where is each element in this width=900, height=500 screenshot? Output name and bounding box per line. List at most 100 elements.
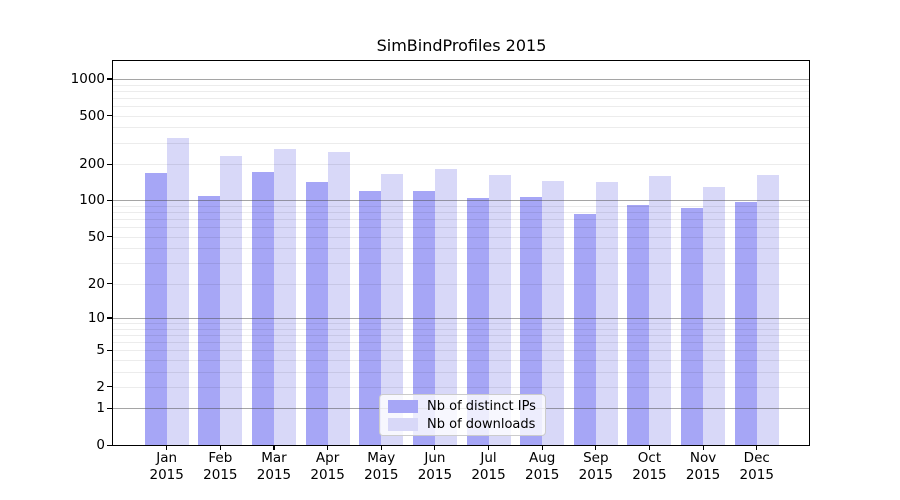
x-tick-label: Dec 2015 — [739, 450, 774, 483]
y-tick-label: 20 — [87, 275, 105, 292]
x-tick-label: May 2015 — [364, 450, 399, 483]
bar-aug-distinct-ips — [520, 197, 543, 445]
bar-oct-distinct-ips — [627, 205, 650, 445]
gridline-minor — [113, 371, 810, 373]
legend-label-distinct-ips: Nb of distinct IPs — [427, 398, 536, 414]
x-tick-label: Sep 2015 — [578, 450, 613, 483]
bar-jan-downloads — [166, 138, 189, 445]
x-tick-label: Jan 2015 — [149, 450, 184, 483]
bar-may-downloads — [381, 173, 404, 445]
y-tick-mark — [107, 349, 113, 351]
y-tick-label: 1000 — [70, 70, 105, 87]
gridline-minor — [113, 142, 810, 144]
x-tick-label: Oct 2015 — [632, 450, 667, 483]
gridline-minor — [113, 97, 810, 99]
y-tick-mark — [107, 317, 113, 319]
legend-item-downloads: Nb of downloads — [386, 417, 539, 432]
gridline-minor — [113, 105, 810, 107]
bar-jul-distinct-ips — [466, 198, 489, 445]
x-tick-mark — [219, 445, 221, 450]
gridline-minor — [113, 350, 810, 352]
bar-jan-distinct-ips — [144, 173, 167, 445]
bar-sep-distinct-ips — [573, 214, 596, 445]
bar-dec-downloads — [756, 174, 779, 445]
gridline-minor — [113, 236, 810, 238]
bar-aug-downloads — [542, 180, 565, 445]
bar-apr-downloads — [327, 152, 350, 445]
bar-jul-downloads — [488, 175, 511, 445]
bar-oct-downloads — [649, 175, 672, 445]
gridline-minor — [113, 386, 810, 388]
y-tick-mark — [107, 115, 113, 117]
y-tick-mark — [107, 236, 113, 238]
x-tick-label: Nov 2015 — [685, 450, 721, 483]
gridline-minor — [113, 323, 810, 324]
chart-title: SimBindProfiles 2015 — [376, 36, 547, 55]
x-tick-mark — [487, 445, 490, 450]
legend-swatch-distinct-ips — [388, 399, 418, 413]
y-tick-label: 1 — [96, 400, 105, 417]
x-tick-label: Apr 2015 — [310, 450, 345, 483]
bar-feb-distinct-ips — [198, 196, 221, 445]
x-tick-label: Feb 2015 — [203, 450, 238, 483]
gridline-minor — [113, 227, 810, 229]
gridline-minor — [113, 212, 810, 214]
gridline-minor — [113, 84, 810, 86]
gridline-minor — [113, 248, 810, 250]
gridline-major — [113, 317, 810, 319]
x-tick-mark — [648, 445, 651, 450]
bar-dec-distinct-ips — [734, 201, 757, 445]
gridline-major — [113, 200, 810, 202]
x-tick-mark — [434, 445, 436, 450]
gridline-minor — [113, 359, 810, 361]
y-tick-mark — [107, 444, 113, 446]
y-tick-label: 50 — [87, 228, 105, 245]
x-tick-mark — [541, 445, 543, 450]
y-tick-mark — [107, 163, 113, 165]
bar-mar-downloads — [273, 148, 296, 445]
x-tick-label: Aug 2015 — [524, 450, 560, 483]
x-tick-label: Jul 2015 — [471, 450, 506, 483]
gridline-minor — [113, 283, 810, 285]
bar-jun-downloads — [434, 168, 457, 445]
x-tick-mark — [380, 445, 382, 450]
legend-label-downloads: Nb of downloads — [427, 416, 536, 432]
y-tick-label: 500 — [79, 107, 105, 124]
x-tick-label: Jun 2015 — [417, 450, 453, 483]
y-tick-mark — [107, 386, 113, 388]
x-tick-mark — [756, 445, 758, 450]
bar-nov-distinct-ips — [681, 208, 704, 445]
y-tick-label: 200 — [79, 156, 105, 172]
bar-apr-distinct-ips — [305, 181, 328, 445]
y-tick-mark — [107, 78, 113, 80]
x-tick-mark — [166, 445, 168, 450]
y-tick-label: 5 — [96, 342, 105, 359]
x-tick-label: Mar 2015 — [256, 450, 292, 483]
legend-swatch-downloads — [388, 417, 418, 431]
legend: Nb of distinct IPs Nb of downloads — [379, 394, 546, 436]
gridline-minor — [113, 334, 810, 336]
x-tick-mark — [595, 445, 597, 450]
gridline-minor — [113, 219, 810, 221]
bar-feb-downloads — [220, 155, 243, 445]
y-tick-mark — [107, 199, 113, 202]
gridline-minor — [113, 341, 810, 343]
gridline-minor — [113, 90, 810, 92]
y-tick-label: 2 — [96, 378, 105, 395]
gridline-minor — [113, 263, 810, 265]
x-tick-mark — [702, 445, 704, 450]
bar-sep-downloads — [595, 181, 618, 445]
x-tick-mark — [273, 445, 275, 450]
bar-mar-distinct-ips — [251, 171, 274, 445]
gridline-minor — [113, 164, 810, 165]
y-tick-mark — [107, 407, 113, 409]
gridline-minor — [113, 127, 810, 129]
y-tick-label: 0 — [96, 437, 105, 453]
gridline-minor — [113, 328, 810, 330]
gridline-major — [113, 78, 810, 80]
bar-nov-downloads — [703, 186, 726, 445]
